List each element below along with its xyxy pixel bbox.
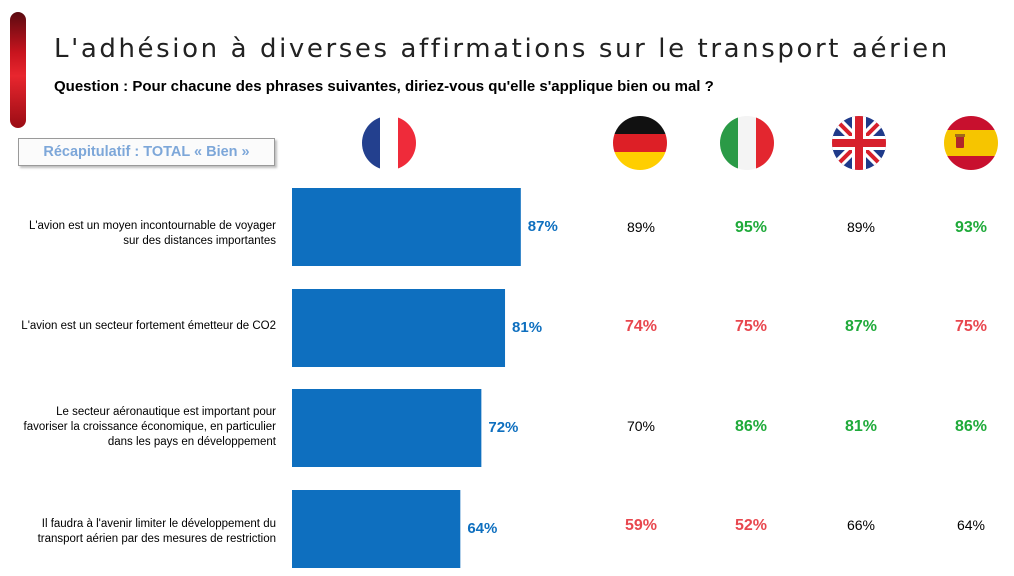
spain-value-2: 75%	[954, 318, 988, 335]
page-title: L'adhésion à diverses affirmations sur l…	[54, 34, 950, 64]
italy-value-2: 75%	[734, 318, 768, 335]
spain-value-4: 64%	[956, 517, 986, 533]
uk-value-2: 87%	[844, 318, 878, 335]
recap-label: Récapitulatif : TOTAL « Bien »	[18, 138, 275, 166]
row-label-2: L'avion est un secteur fortement émetteu…	[21, 320, 276, 332]
italy-value-3: 86%	[734, 418, 768, 435]
spain-value-1: 93%	[954, 219, 988, 236]
italy-value-1: 95%	[734, 219, 768, 236]
row-label-1: L'avion est un moyen incontournable de v…	[28, 220, 276, 247]
question-text: Question : Pour chacune des phrases suiv…	[54, 78, 714, 95]
uk-value-3: 81%	[844, 418, 878, 435]
france-value-1: 87%	[527, 218, 558, 235]
germany-flag-icon	[613, 116, 667, 170]
spain-value-3: 86%	[954, 418, 988, 435]
france-value-4: 64%	[467, 520, 498, 537]
france-bar-4	[292, 490, 461, 568]
germany-value-2: 74%	[624, 318, 658, 335]
uk-value-1: 89%	[846, 219, 876, 235]
accent-bar	[10, 12, 26, 128]
germany-value-3: 70%	[626, 418, 656, 434]
france-bar-3	[292, 389, 482, 467]
italy-flag-icon	[720, 116, 774, 170]
france-bar-2	[292, 289, 506, 367]
france-flag-icon	[362, 116, 416, 170]
france-value-2: 81%	[512, 319, 543, 336]
france-value-3: 72%	[488, 419, 519, 436]
italy-value-4: 52%	[734, 517, 768, 534]
germany-value-1: 89%	[626, 219, 656, 235]
france-bar-1	[292, 188, 521, 266]
uk-value-4: 66%	[846, 517, 876, 533]
row-label-4: Il faudra à l'avenir limiter le développ…	[37, 518, 276, 545]
germany-value-4: 59%	[624, 517, 658, 534]
row-label-3: Le secteur aéronautique est important po…	[23, 406, 276, 448]
